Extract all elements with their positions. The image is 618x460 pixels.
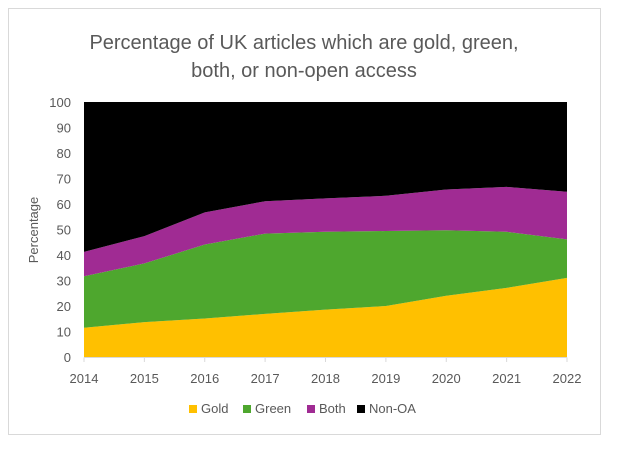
y-axis-label: Percentage: [26, 197, 41, 264]
x-tick-label: 2014: [70, 371, 99, 386]
legend: Gold Green Both Non-OA: [189, 401, 416, 416]
legend-swatch: [243, 405, 251, 413]
x-axis: 2014 2015 2016 2017 2018 2019 2020 2021 2022: [70, 357, 582, 386]
y-tick-label: 30: [57, 274, 71, 289]
legend-swatch: [307, 405, 315, 413]
y-tick-label: 50: [57, 223, 71, 238]
y-tick-label: 10: [57, 325, 71, 340]
area-both: [84, 186, 567, 277]
chart-title-line-1: Percentage of UK articles which are gold…: [89, 32, 518, 54]
x-tick-label: 2020: [432, 371, 461, 386]
y-tick-label: 70: [57, 172, 71, 187]
y-tick-label: 0: [64, 350, 71, 365]
area-green: [84, 230, 567, 328]
legend-item-green: Green: [243, 401, 291, 416]
legend-swatch: [357, 405, 365, 413]
legend-label: Green: [255, 401, 291, 416]
x-tick-label: 2019: [371, 371, 400, 386]
y-tick-label: 100: [49, 95, 71, 110]
chart-title-line-2: both, or non-open access: [191, 60, 417, 82]
x-tick-label: 2015: [130, 371, 159, 386]
y-tick-label: 90: [57, 121, 71, 136]
plot-area: [84, 102, 567, 357]
y-tick-label: 80: [57, 146, 71, 161]
area-gold: [84, 277, 567, 357]
legend-label: Non-OA: [369, 401, 416, 416]
y-axis: 0 10 20 30 40 50 60 70 80 90 100: [49, 95, 71, 365]
x-tick-label: 2022: [553, 371, 582, 386]
legend-item-non-oa: Non-OA: [357, 401, 416, 416]
legend-item-gold: Gold: [189, 401, 228, 416]
area-non-oa: [84, 102, 567, 252]
legend-label: Gold: [201, 401, 228, 416]
x-tick-label: 2016: [190, 371, 219, 386]
x-tick-label: 2018: [311, 371, 340, 386]
y-tick-label: 40: [57, 248, 71, 263]
x-tick-label: 2017: [251, 371, 280, 386]
legend-item-both: Both: [307, 401, 346, 416]
legend-swatch: [189, 405, 197, 413]
y-tick-label: 60: [57, 197, 71, 212]
legend-label: Both: [319, 401, 346, 416]
y-tick-label: 20: [57, 299, 71, 314]
x-tick-label: 2021: [492, 371, 521, 386]
